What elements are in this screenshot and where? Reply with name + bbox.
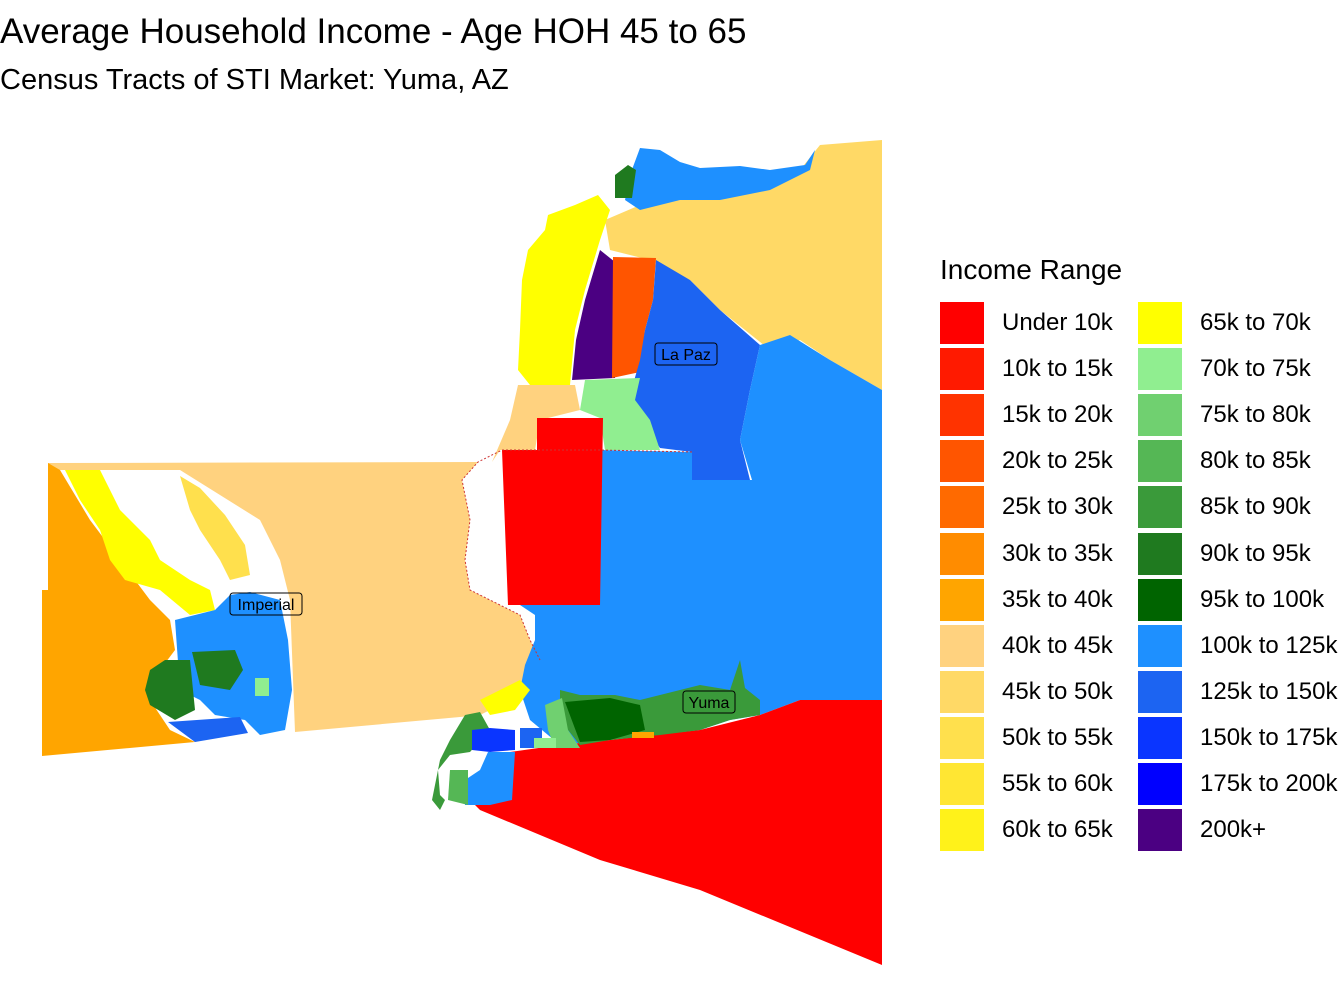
map-label-la-paz: La Paz (654, 342, 718, 366)
legend-label: 15k to 20k (1002, 401, 1113, 429)
legend-swatch (1138, 578, 1182, 621)
map-label-imperial: Imperial (229, 592, 303, 616)
tract-yuma-main-blue (520, 450, 882, 745)
legend-label: 20k to 25k (1002, 447, 1113, 475)
state-border (461, 449, 693, 661)
tract-imperial-main (48, 462, 540, 732)
tract-yuma-yellow (480, 680, 530, 715)
legend-swatch (1138, 716, 1182, 759)
legend-swatch (1138, 624, 1182, 667)
map-title: Average Household Income - Age HOH 45 to… (0, 12, 747, 51)
legend-swatch (1138, 394, 1182, 437)
legend-swatch (1138, 809, 1182, 852)
svg-text:Yuma: Yuma (689, 695, 730, 712)
legend-label: 45k to 50k (1002, 677, 1113, 705)
legend-label: 50k to 55k (1002, 723, 1113, 751)
legend-swatch (940, 670, 984, 713)
legend-swatch (1138, 302, 1182, 344)
legend-label: 200k+ (1200, 816, 1267, 844)
legend-label: Under 10k (1002, 309, 1113, 336)
legend-title: Income Range (940, 254, 1123, 285)
tract-yuma-lightgreen (545, 698, 580, 748)
map-label-yuma: Yuma (682, 690, 736, 714)
legend-label: 100k to 125k (1200, 631, 1338, 659)
legend-swatch (940, 763, 984, 805)
legend-swatch (1138, 486, 1182, 529)
tract-yuma-midgreen (448, 770, 468, 805)
tract-imperial-lightyellow (180, 476, 250, 580)
legend-label: 85k to 90k (1200, 493, 1311, 521)
legend-swatch (940, 440, 984, 483)
legend-label: 25k to 30k (1002, 493, 1113, 521)
tract-imperial-green-1 (145, 660, 195, 720)
legend-swatch (940, 809, 984, 852)
legend-label: 75k to 80k (1200, 401, 1311, 429)
tract-lapaz-blue-1 (630, 260, 760, 480)
legend-swatch (940, 394, 984, 437)
legend-label: 95k to 100k (1200, 585, 1325, 613)
map-subtitle: Census Tracts of STI Market: Yuma, AZ (0, 64, 509, 96)
tract-yuma-lightblue (465, 752, 515, 805)
legend-label: 30k to 35k (1002, 539, 1113, 567)
svg-text:Imperial: Imperial (238, 597, 295, 614)
legend-label: 70k to 75k (1200, 355, 1311, 383)
tract-lapaz-lightgreen (580, 378, 660, 450)
legend-swatch (940, 348, 984, 391)
tract-yuma-small-orange (632, 732, 654, 738)
legend-label: 35k to 40k (1002, 585, 1113, 613)
legend-swatch (1138, 763, 1182, 805)
tract-imperial-west (42, 463, 195, 756)
tract-yuma-deepblue (472, 728, 515, 752)
tract-yuma-red-1 (502, 418, 603, 605)
tract-lapaz-west-yellow (518, 195, 610, 385)
legend-swatch (1138, 440, 1182, 483)
legend-label: 40k to 45k (1002, 631, 1113, 659)
tract-lapaz-blue-2 (740, 335, 882, 480)
legend-label: 80k to 85k (1200, 447, 1311, 475)
legend-label: 65k to 70k (1200, 309, 1311, 336)
tract-lapaz-north-blue (625, 148, 815, 210)
tract-lapaz-purple (572, 250, 615, 380)
svg-text:La Paz: La Paz (661, 347, 711, 364)
legend-swatch (940, 716, 984, 759)
legend-swatch (940, 578, 984, 621)
tract-yuma-red-2 (470, 700, 882, 965)
tract-imperial-yellow (65, 470, 215, 615)
tract-yuma-darkgreen (565, 698, 645, 742)
legend-swatch (940, 302, 984, 344)
tract-imperial-deepblue (168, 717, 248, 742)
legend-swatch (1138, 348, 1182, 391)
tract-yuma-small-lime (534, 738, 556, 748)
legend-swatch (940, 532, 984, 575)
tract-lapaz-tan (492, 385, 580, 462)
legend-label: 150k to 175k (1200, 723, 1338, 751)
legend-label: 125k to 150k (1200, 677, 1338, 705)
legend-swatch (1138, 670, 1182, 713)
legend-label: 60k to 65k (1002, 816, 1113, 844)
legend-label: 90k to 95k (1200, 539, 1311, 567)
legend-swatch (940, 624, 984, 667)
tract-lapaz-orange (612, 257, 656, 378)
legend-label: 55k to 60k (1002, 770, 1113, 797)
tract-imperial-green-2 (192, 650, 243, 690)
tract-lapaz-east (605, 140, 882, 390)
legend-label: 10k to 15k (1002, 355, 1113, 383)
tract-lapaz-north-green (615, 165, 636, 198)
legend-swatch (940, 486, 984, 529)
legend-swatch (1138, 532, 1182, 575)
tract-imperial-lightgreen (255, 678, 269, 696)
legend-label: 175k to 200k (1200, 770, 1338, 797)
